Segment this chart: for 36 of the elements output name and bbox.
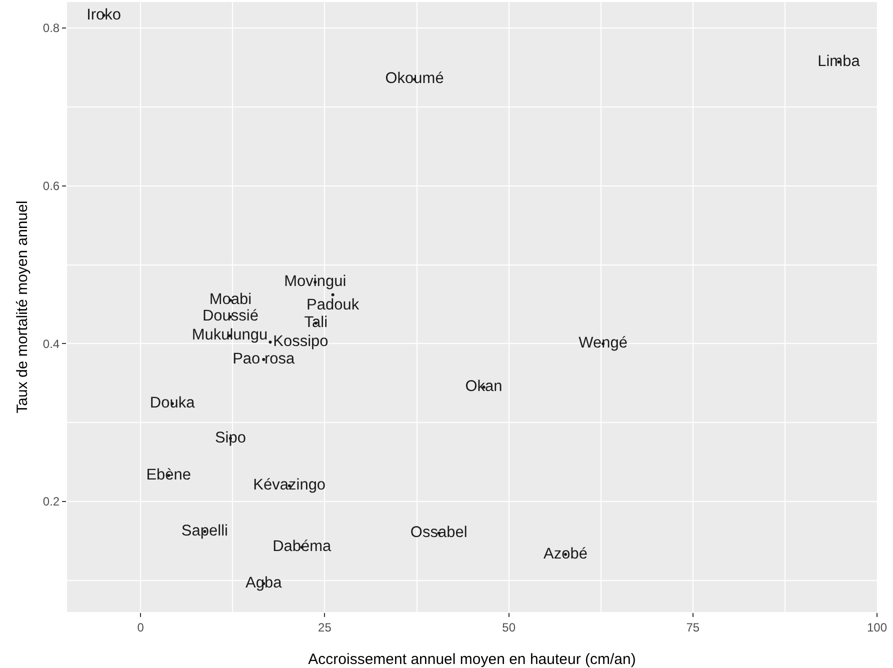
data-label: Movingui (284, 273, 346, 290)
data-label: Iroko (86, 6, 122, 24)
point (262, 358, 266, 361)
data-label: Kossipo (273, 332, 328, 350)
data-label: Dabéma (272, 538, 332, 556)
y-tick-label: 0.2 (42, 494, 60, 509)
y-axis-title: Taux de mortalité moyen annuel (14, 200, 31, 414)
data-label: Moabi (209, 291, 252, 308)
y-tick-label: 0.8 (42, 21, 60, 36)
data-label: Mukulungu (192, 326, 268, 344)
data-label: Padouk (306, 296, 360, 314)
x-tick-label: 75 (686, 620, 700, 634)
x-tick-label: 100 (866, 620, 888, 634)
point (331, 293, 334, 296)
y-tick-label: 0.6 (42, 179, 60, 194)
data-label: Sapelli (181, 522, 228, 540)
data-label: Ossabel (410, 524, 468, 541)
x-tick-label: 50 (502, 620, 516, 634)
data-label: Douka (150, 394, 196, 412)
data-label: Okoumé (385, 70, 444, 88)
data-label: Limba (818, 52, 860, 70)
y-tick-label: 0.4 (42, 336, 60, 351)
data-label: Sipo (214, 429, 246, 446)
data-label: Pao rosa (232, 350, 296, 368)
data-label: Kévazingo (253, 476, 326, 494)
data-label: Okan (465, 378, 502, 395)
data-label: Agba (246, 574, 282, 592)
point (268, 340, 272, 344)
data-label: Ebène (146, 466, 192, 484)
data-label: Tali (304, 314, 328, 332)
x-tick-label: 25 (318, 620, 332, 634)
data-label: Azobé (544, 545, 588, 562)
x-axis-title: Accroissement annuel moyen en hauteur (cm/an) (308, 651, 636, 668)
data-label: Wengé (578, 334, 628, 352)
data-label: Doussié (202, 308, 258, 325)
x-tick-label: 0 (137, 620, 144, 634)
